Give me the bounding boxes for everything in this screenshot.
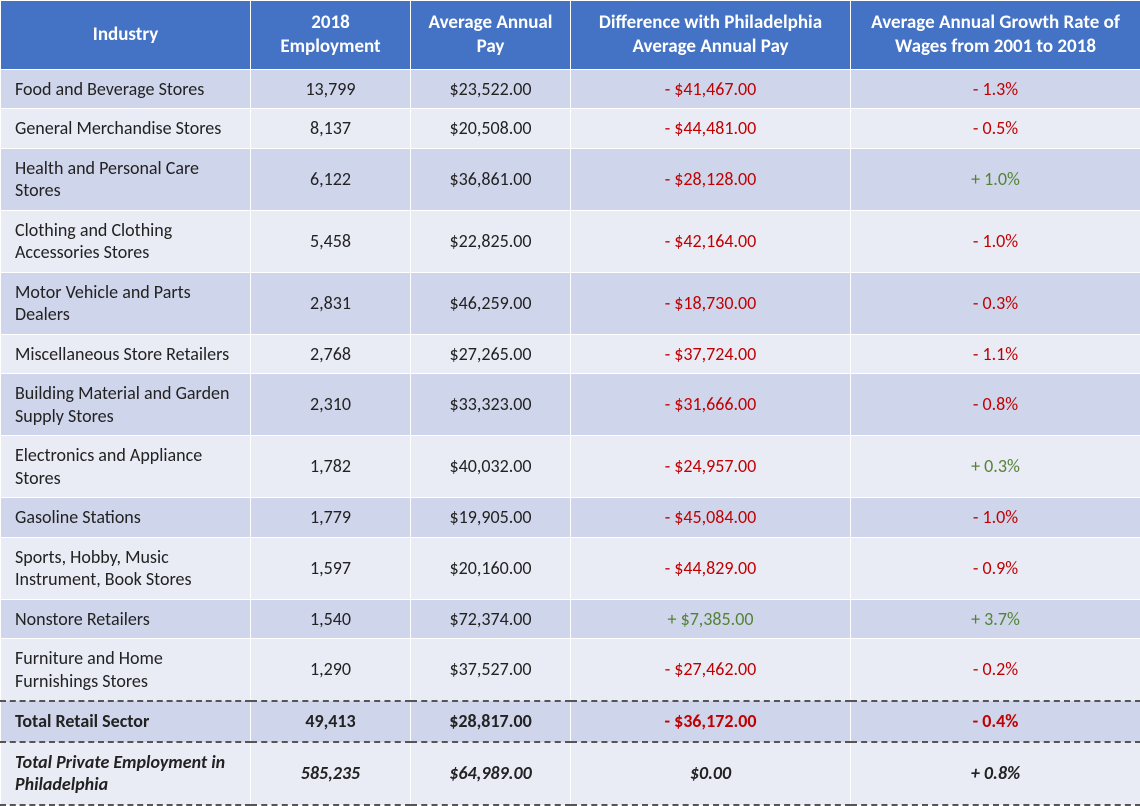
cell-employment: 1,597 [251, 537, 411, 599]
table-row: Food and Beverage Stores13,799$23,522.00… [1, 69, 1140, 109]
cell-avg-pay: $20,160.00 [411, 537, 571, 599]
cell-industry: Gasoline Stations [1, 498, 251, 538]
cell-difference: - $28,128.00 [571, 148, 851, 210]
cell-difference: - $36,172.00 [571, 701, 851, 742]
cell-avg-pay: $23,522.00 [411, 69, 571, 109]
table-row: Furniture and Home Furnishings Stores1,2… [1, 639, 1140, 702]
cell-growth: - 0.8% [851, 374, 1140, 436]
cell-avg-pay: $72,374.00 [411, 599, 571, 639]
table-row: Miscellaneous Store Retailers2,768$27,26… [1, 334, 1140, 374]
cell-employment: 8,137 [251, 109, 411, 149]
cell-difference: - $24,957.00 [571, 436, 851, 498]
cell-difference: - $44,481.00 [571, 109, 851, 149]
cell-industry: Electronics and Appliance Stores [1, 436, 251, 498]
cell-industry: Sports, Hobby, Music Instrument, Book St… [1, 537, 251, 599]
cell-avg-pay: $28,817.00 [411, 701, 571, 742]
cell-difference: - $44,829.00 [571, 537, 851, 599]
cell-growth: - 1.0% [851, 210, 1140, 272]
cell-difference: - $41,467.00 [571, 69, 851, 109]
cell-industry: Total Private Employment in Philadelphia [1, 742, 251, 805]
cell-industry: Health and Personal Care Stores [1, 148, 251, 210]
cell-difference: + $7,385.00 [571, 599, 851, 639]
cell-industry: Nonstore Retailers [1, 599, 251, 639]
table-header: Industry 2018 Employment Average Annual … [1, 1, 1140, 70]
cell-growth: + 0.3% [851, 436, 1140, 498]
cell-growth: - 0.9% [851, 537, 1140, 599]
cell-growth: + 1.0% [851, 148, 1140, 210]
header-growth: Average Annual Growth Rate of Wages from… [851, 1, 1140, 70]
cell-growth: + 0.8% [851, 742, 1140, 805]
cell-avg-pay: $40,032.00 [411, 436, 571, 498]
cell-employment: 2,310 [251, 374, 411, 436]
cell-avg-pay: $64,989.00 [411, 742, 571, 805]
cell-employment: 1,290 [251, 639, 411, 702]
cell-employment: 13,799 [251, 69, 411, 109]
cell-growth: - 1.0% [851, 498, 1140, 538]
cell-avg-pay: $19,905.00 [411, 498, 571, 538]
table-row: Clothing and Clothing Accessories Stores… [1, 210, 1140, 272]
header-difference: Difference with Philadelphia Average Ann… [571, 1, 851, 70]
cell-difference: - $27,462.00 [571, 639, 851, 702]
cell-avg-pay: $46,259.00 [411, 272, 571, 334]
table-row: General Merchandise Stores8,137$20,508.0… [1, 109, 1140, 149]
table-row: Sports, Hobby, Music Instrument, Book St… [1, 537, 1140, 599]
cell-growth: - 0.5% [851, 109, 1140, 149]
cell-difference: - $37,724.00 [571, 334, 851, 374]
cell-difference: - $42,164.00 [571, 210, 851, 272]
cell-growth: - 0.4% [851, 701, 1140, 742]
cell-employment: 1,782 [251, 436, 411, 498]
cell-growth: + 3.7% [851, 599, 1140, 639]
cell-employment: 2,768 [251, 334, 411, 374]
cell-employment: 5,458 [251, 210, 411, 272]
table-row: Electronics and Appliance Stores1,782$40… [1, 436, 1140, 498]
cell-employment: 1,779 [251, 498, 411, 538]
table-row: Building Material and Garden Supply Stor… [1, 374, 1140, 436]
header-industry: Industry [1, 1, 251, 70]
cell-difference: $0.00 [571, 742, 851, 805]
header-avg-pay: Average Annual Pay [411, 1, 571, 70]
cell-avg-pay: $22,825.00 [411, 210, 571, 272]
cell-employment: 2,831 [251, 272, 411, 334]
cell-employment: 585,235 [251, 742, 411, 805]
cell-growth: - 0.2% [851, 639, 1140, 702]
cell-avg-pay: $37,527.00 [411, 639, 571, 702]
cell-industry: General Merchandise Stores [1, 109, 251, 149]
cell-growth: - 0.3% [851, 272, 1140, 334]
cell-industry: Food and Beverage Stores [1, 69, 251, 109]
total-row-sector: Total Retail Sector49,413$28,817.00- $36… [1, 701, 1140, 742]
cell-industry: Miscellaneous Store Retailers [1, 334, 251, 374]
cell-growth: - 1.1% [851, 334, 1140, 374]
cell-avg-pay: $33,323.00 [411, 374, 571, 436]
cell-industry: Furniture and Home Furnishings Stores [1, 639, 251, 702]
cell-difference: - $31,666.00 [571, 374, 851, 436]
cell-difference: - $18,730.00 [571, 272, 851, 334]
table-row: Motor Vehicle and Parts Dealers2,831$46,… [1, 272, 1140, 334]
cell-difference: - $45,084.00 [571, 498, 851, 538]
table-body: Food and Beverage Stores13,799$23,522.00… [1, 69, 1140, 805]
cell-industry: Clothing and Clothing Accessories Stores [1, 210, 251, 272]
cell-avg-pay: $27,265.00 [411, 334, 571, 374]
cell-avg-pay: $20,508.00 [411, 109, 571, 149]
cell-employment: 49,413 [251, 701, 411, 742]
cell-employment: 1,540 [251, 599, 411, 639]
cell-avg-pay: $36,861.00 [411, 148, 571, 210]
cell-employment: 6,122 [251, 148, 411, 210]
table-row: Health and Personal Care Stores6,122$36,… [1, 148, 1140, 210]
retail-employment-table: Industry 2018 Employment Average Annual … [0, 0, 1140, 806]
table-row: Gasoline Stations1,779$19,905.00- $45,08… [1, 498, 1140, 538]
header-employment: 2018 Employment [251, 1, 411, 70]
cell-industry: Total Retail Sector [1, 701, 251, 742]
total-row-private: Total Private Employment in Philadelphia… [1, 742, 1140, 805]
cell-industry: Building Material and Garden Supply Stor… [1, 374, 251, 436]
table-row: Nonstore Retailers1,540$72,374.00+ $7,38… [1, 599, 1140, 639]
cell-growth: - 1.3% [851, 69, 1140, 109]
cell-industry: Motor Vehicle and Parts Dealers [1, 272, 251, 334]
